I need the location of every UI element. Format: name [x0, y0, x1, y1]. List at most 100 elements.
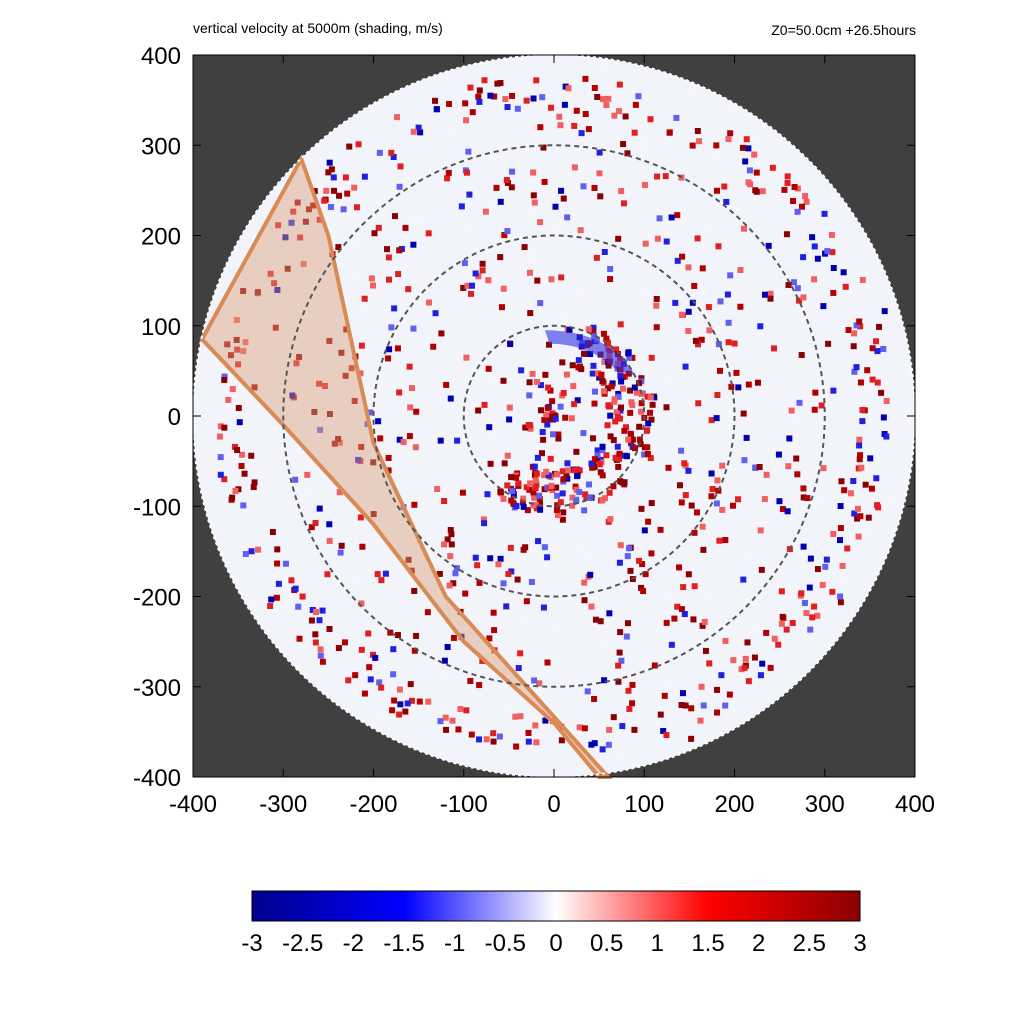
velocity-cell: [873, 475, 880, 482]
velocity-cell: [853, 322, 860, 329]
velocity-cell: [663, 732, 670, 739]
velocity-cell: [227, 352, 234, 359]
velocity-cell: [491, 627, 498, 634]
velocity-cell: [240, 288, 247, 295]
velocity-cell: [555, 435, 562, 442]
velocity-cell: [405, 286, 412, 293]
velocity-cell: [631, 445, 638, 452]
velocity-cell: [539, 429, 546, 436]
velocity-cell: [361, 173, 368, 180]
velocity-cell: [522, 424, 529, 431]
velocity-cell: [217, 454, 224, 461]
velocity-cell: [557, 403, 564, 410]
velocity-cell: [323, 187, 330, 194]
velocity-cell: [308, 617, 315, 624]
velocity-cell: [518, 367, 525, 374]
velocity-cell: [663, 619, 670, 626]
velocity-cell: [765, 242, 772, 249]
velocity-cell: [878, 389, 885, 396]
velocity-cell: [625, 687, 632, 694]
velocity-cell: [717, 367, 724, 374]
velocity-cell: [603, 102, 610, 109]
velocity-cell: [548, 482, 555, 489]
velocity-cell: [842, 283, 849, 290]
velocity-cell: [534, 378, 541, 385]
velocity-cell: [430, 343, 437, 350]
velocity-cell: [531, 677, 538, 684]
velocity-cell: [555, 431, 562, 438]
velocity-cell: [738, 666, 745, 673]
velocity-cell: [482, 208, 489, 215]
velocity-cell: [541, 178, 548, 185]
velocity-cell: [251, 384, 258, 391]
velocity-cell: [495, 561, 502, 568]
velocity-cell: [744, 639, 751, 646]
velocity-cell: [564, 460, 571, 467]
velocity-cell: [513, 474, 520, 481]
axis-ticks: [192, 54, 916, 778]
velocity-cell: [513, 502, 520, 509]
velocity-cell: [606, 489, 613, 496]
velocity-cell: [531, 494, 538, 501]
velocity-cell: [818, 402, 825, 409]
velocity-cell: [368, 275, 375, 282]
velocity-cell: [763, 471, 770, 478]
velocity-cell: [597, 193, 604, 200]
velocity-cell: [844, 545, 851, 552]
velocity-cell: [375, 224, 382, 231]
velocity-cell: [377, 435, 384, 442]
velocity-cell: [454, 437, 461, 444]
velocity-cell: [386, 276, 393, 283]
velocity-cell: [517, 650, 524, 657]
velocity-cell: [855, 533, 862, 540]
velocity-cell: [769, 164, 776, 171]
velocity-cell: [411, 647, 418, 654]
velocity-cell: [520, 495, 527, 502]
velocity-cell: [627, 387, 634, 394]
velocity-cell: [751, 654, 758, 661]
velocity-cell: [497, 555, 504, 562]
velocity-cell: [432, 310, 439, 317]
velocity-cell: [580, 430, 587, 437]
velocity-cell: [851, 368, 858, 375]
velocity-cell: [476, 682, 483, 689]
velocity-cell: [753, 169, 760, 176]
velocity-cell: [391, 697, 398, 704]
velocity-cell: [537, 500, 544, 507]
velocity-cell: [272, 324, 279, 331]
velocity-cell: [616, 108, 623, 115]
velocity-cell: [446, 100, 453, 107]
velocity-cell: [374, 571, 381, 578]
velocity-cell: [459, 489, 466, 496]
velocity-cell: [638, 505, 645, 512]
velocity-cell: [600, 330, 607, 337]
velocity-cell: [402, 708, 409, 715]
velocity-cell: [341, 639, 348, 646]
velocity-cell: [317, 426, 324, 433]
velocity-cell: [590, 324, 597, 331]
velocity-cell: [678, 447, 685, 454]
velocity-cell: [713, 415, 720, 422]
velocity-cell: [295, 603, 302, 610]
velocity-cell: [476, 87, 483, 94]
velocity-cell: [611, 112, 618, 119]
velocity-cell: [485, 277, 492, 284]
velocity-cell: [742, 158, 749, 165]
velocity-cell: [327, 204, 334, 211]
velocity-cell: [564, 475, 571, 482]
velocity-cell: [585, 326, 592, 333]
velocity-cell: [271, 280, 278, 287]
velocity-cell: [794, 471, 801, 478]
velocity-cell: [641, 451, 648, 458]
velocity-cell: [553, 484, 560, 491]
velocity-cell: [775, 641, 782, 648]
velocity-cell: [771, 635, 778, 642]
velocity-cell: [539, 94, 546, 101]
velocity-cell: [722, 702, 729, 709]
velocity-cell: [275, 222, 282, 229]
velocity-cell: [783, 231, 790, 238]
velocity-cell: [528, 578, 535, 585]
velocity-cell: [837, 525, 844, 532]
velocity-cell: [857, 323, 864, 330]
velocity-cell: [335, 435, 342, 442]
